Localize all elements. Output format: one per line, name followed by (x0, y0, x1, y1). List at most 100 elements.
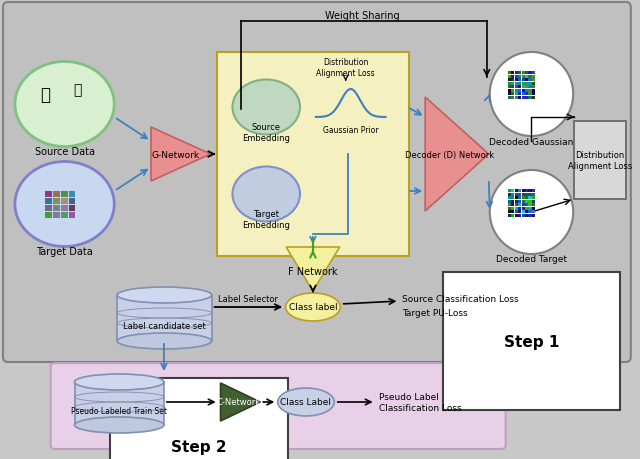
Bar (532, 193, 535, 196)
Bar (529, 90, 532, 93)
Bar (511, 93, 515, 96)
Bar (511, 196, 515, 200)
Bar (532, 90, 535, 93)
Text: Target
Embedding: Target Embedding (243, 210, 290, 229)
Bar (518, 75, 521, 78)
Text: Step 2: Step 2 (171, 440, 227, 454)
Bar (518, 90, 521, 93)
Bar (525, 200, 528, 203)
Bar (515, 90, 518, 93)
Bar (515, 211, 518, 214)
Bar (518, 214, 521, 217)
Bar (522, 211, 525, 214)
Bar (529, 190, 532, 193)
Bar (532, 93, 535, 96)
Bar (508, 200, 511, 203)
Bar (518, 207, 521, 210)
Bar (508, 79, 511, 82)
Bar (529, 82, 532, 85)
Bar (532, 211, 535, 214)
Bar (522, 200, 525, 203)
Bar (511, 207, 515, 210)
Bar (511, 72, 515, 75)
Bar (511, 190, 515, 193)
Ellipse shape (15, 62, 115, 147)
Bar (45, 191, 52, 197)
Bar (532, 214, 535, 217)
Bar (45, 213, 52, 218)
Bar (515, 96, 518, 100)
Bar (522, 75, 525, 78)
Bar (508, 203, 511, 207)
Text: Decoder (D) Network: Decoder (D) Network (406, 150, 495, 159)
Bar (515, 82, 518, 85)
Text: F Network: F Network (288, 266, 338, 276)
Ellipse shape (232, 80, 300, 135)
Bar (515, 79, 518, 82)
Text: Distribution
Alignment Loss: Distribution Alignment Loss (316, 58, 375, 78)
Bar (522, 72, 525, 75)
Bar (511, 82, 515, 85)
Bar (508, 93, 511, 96)
Bar (518, 79, 521, 82)
Bar (525, 207, 528, 210)
Bar (515, 93, 518, 96)
Bar (532, 96, 535, 100)
Bar (61, 199, 68, 205)
Bar (525, 190, 528, 193)
Bar (522, 214, 525, 217)
Circle shape (490, 53, 573, 137)
Bar (508, 75, 511, 78)
Ellipse shape (278, 388, 334, 416)
Text: Label candidate set: Label candidate set (123, 321, 206, 330)
Text: Decoded Target: Decoded Target (496, 255, 567, 264)
Bar (511, 211, 515, 214)
Text: Pseudo Label
Classification Loss: Pseudo Label Classification Loss (380, 392, 462, 412)
Bar (532, 72, 535, 75)
Bar (525, 75, 528, 78)
Bar (68, 206, 76, 212)
Bar (529, 86, 532, 89)
Bar (532, 207, 535, 210)
Text: Target Data: Target Data (36, 246, 93, 257)
Bar (518, 96, 521, 100)
Bar (525, 214, 528, 217)
Bar (529, 72, 532, 75)
Bar (511, 96, 515, 100)
Bar (515, 207, 518, 210)
Bar (508, 86, 511, 89)
Bar (511, 90, 515, 93)
Bar (518, 72, 521, 75)
Bar (52, 199, 60, 205)
Bar (522, 196, 525, 200)
Bar (529, 79, 532, 82)
Bar (52, 213, 60, 218)
Bar (525, 72, 528, 75)
Bar (518, 190, 521, 193)
Bar (515, 193, 518, 196)
Text: Source Data: Source Data (35, 147, 95, 157)
Circle shape (490, 171, 573, 254)
Bar (518, 82, 521, 85)
Bar (522, 86, 525, 89)
Bar (518, 203, 521, 207)
Bar (532, 200, 535, 203)
Bar (529, 196, 532, 200)
Bar (515, 196, 518, 200)
Bar (511, 203, 515, 207)
Text: C-Network: C-Network (216, 397, 260, 407)
Bar (508, 90, 511, 93)
Ellipse shape (117, 287, 212, 303)
Bar (532, 75, 535, 78)
Bar (511, 214, 515, 217)
FancyBboxPatch shape (216, 53, 410, 257)
Bar (529, 211, 532, 214)
Bar (515, 190, 518, 193)
Text: 🖥: 🖥 (40, 86, 50, 104)
Ellipse shape (232, 167, 300, 222)
FancyBboxPatch shape (3, 3, 631, 362)
Bar (522, 96, 525, 100)
Bar (522, 207, 525, 210)
Ellipse shape (74, 417, 164, 433)
Bar (45, 199, 52, 205)
